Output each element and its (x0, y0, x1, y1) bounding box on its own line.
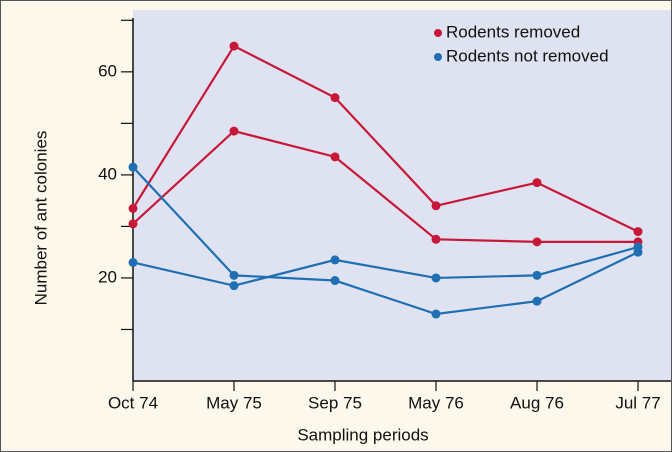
data-point (532, 296, 542, 306)
series-line (132, 44, 639, 233)
data-point (431, 273, 441, 283)
y-tick-label: 60 (98, 61, 117, 80)
x-tick-label: Aug 76 (510, 393, 564, 412)
legend-label: Rodents not removed (446, 46, 609, 65)
data-point (633, 227, 643, 237)
x-tick-label: Oct 74 (108, 393, 158, 412)
x-tick-label: Sep 75 (308, 393, 362, 412)
data-point (330, 152, 340, 162)
data-point (532, 270, 542, 280)
y-tick-label: 40 (98, 164, 117, 183)
x-tick-label: May 76 (408, 393, 464, 412)
legend-label: Rodents removed (446, 22, 580, 41)
data-point (229, 281, 239, 291)
data-point (431, 309, 441, 319)
y-tick-label: 20 (98, 267, 117, 286)
data-point (532, 178, 542, 188)
data-point (128, 219, 138, 229)
data-point (431, 201, 441, 211)
data-point (633, 242, 643, 252)
series-line (132, 166, 639, 316)
y-axis-label: Number of ant colonies (31, 131, 50, 306)
x-tick-label: Jul 77 (615, 393, 660, 412)
data-point (330, 93, 340, 103)
series-line (132, 245, 639, 287)
x-tick-label: May 75 (206, 393, 262, 412)
legend-marker (434, 29, 442, 37)
data-point (431, 234, 441, 244)
x-axis-label: Sampling periods (297, 425, 428, 444)
series-line (132, 129, 638, 243)
data-point (128, 203, 138, 213)
data-point (229, 41, 239, 51)
legend-marker (434, 53, 442, 61)
plot-area (133, 10, 671, 381)
data-point (229, 270, 239, 280)
data-point (330, 276, 340, 286)
data-point (128, 162, 138, 172)
data-point (229, 126, 239, 136)
data-point (128, 257, 138, 267)
data-point (330, 255, 340, 265)
data-point (532, 237, 542, 247)
